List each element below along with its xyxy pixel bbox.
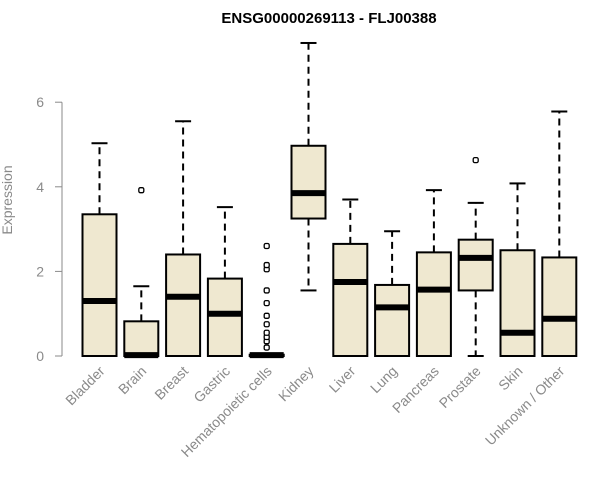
x-category-label: Kidney bbox=[275, 363, 317, 405]
box-group bbox=[123, 187, 160, 359]
y-axis: 0 2 4 6 bbox=[36, 94, 63, 364]
x-category-label: Skin bbox=[495, 363, 526, 394]
box-rect bbox=[123, 320, 160, 357]
x-category-label: Lung bbox=[367, 363, 400, 396]
outlier-point bbox=[263, 287, 270, 294]
x-category-label: Prostate bbox=[436, 363, 484, 411]
x-category-label: Brain bbox=[115, 363, 149, 397]
x-category-label: Unknown / Other bbox=[482, 363, 568, 449]
y-axis-label: Expression bbox=[0, 165, 15, 234]
box-rect bbox=[206, 277, 243, 357]
y-tick-label: 0 bbox=[36, 348, 44, 364]
outlier-point bbox=[263, 329, 270, 336]
outlier-point bbox=[263, 261, 270, 269]
box-group bbox=[248, 242, 285, 359]
box-rect bbox=[457, 238, 494, 292]
y-tick-label: 2 bbox=[36, 263, 44, 279]
box-group bbox=[332, 198, 369, 357]
chart-title: ENSG00000269113 - FLJ00388 bbox=[221, 10, 436, 27]
box-group bbox=[374, 230, 411, 358]
y-tick-label: 6 bbox=[36, 94, 44, 110]
outlier-point bbox=[472, 157, 479, 164]
box-series bbox=[81, 41, 578, 359]
box-rect bbox=[415, 251, 452, 358]
box-group bbox=[165, 120, 202, 357]
box-group bbox=[206, 206, 243, 357]
x-category-label: Breast bbox=[151, 363, 191, 403]
box-group bbox=[290, 41, 327, 292]
box-rect bbox=[541, 256, 578, 358]
outlier-point bbox=[138, 187, 145, 194]
box-rect bbox=[499, 249, 536, 357]
box-rect bbox=[81, 213, 118, 357]
box-group bbox=[457, 157, 494, 357]
box-rect bbox=[165, 253, 202, 357]
box-rect bbox=[374, 283, 411, 358]
box-group bbox=[81, 142, 118, 357]
x-category-label: Bladder bbox=[62, 363, 108, 409]
x-category-label: Liver bbox=[326, 363, 359, 396]
box-rect bbox=[332, 242, 369, 357]
box-rect bbox=[290, 144, 327, 220]
outlier-point bbox=[263, 312, 270, 319]
outlier-point bbox=[263, 242, 270, 250]
box-group bbox=[541, 110, 578, 358]
y-tick-label: 4 bbox=[36, 179, 44, 195]
outlier-point bbox=[263, 321, 270, 328]
box-group bbox=[499, 182, 536, 357]
outlier-point bbox=[263, 344, 270, 351]
outlier-point bbox=[263, 299, 270, 307]
box-group bbox=[415, 189, 452, 358]
